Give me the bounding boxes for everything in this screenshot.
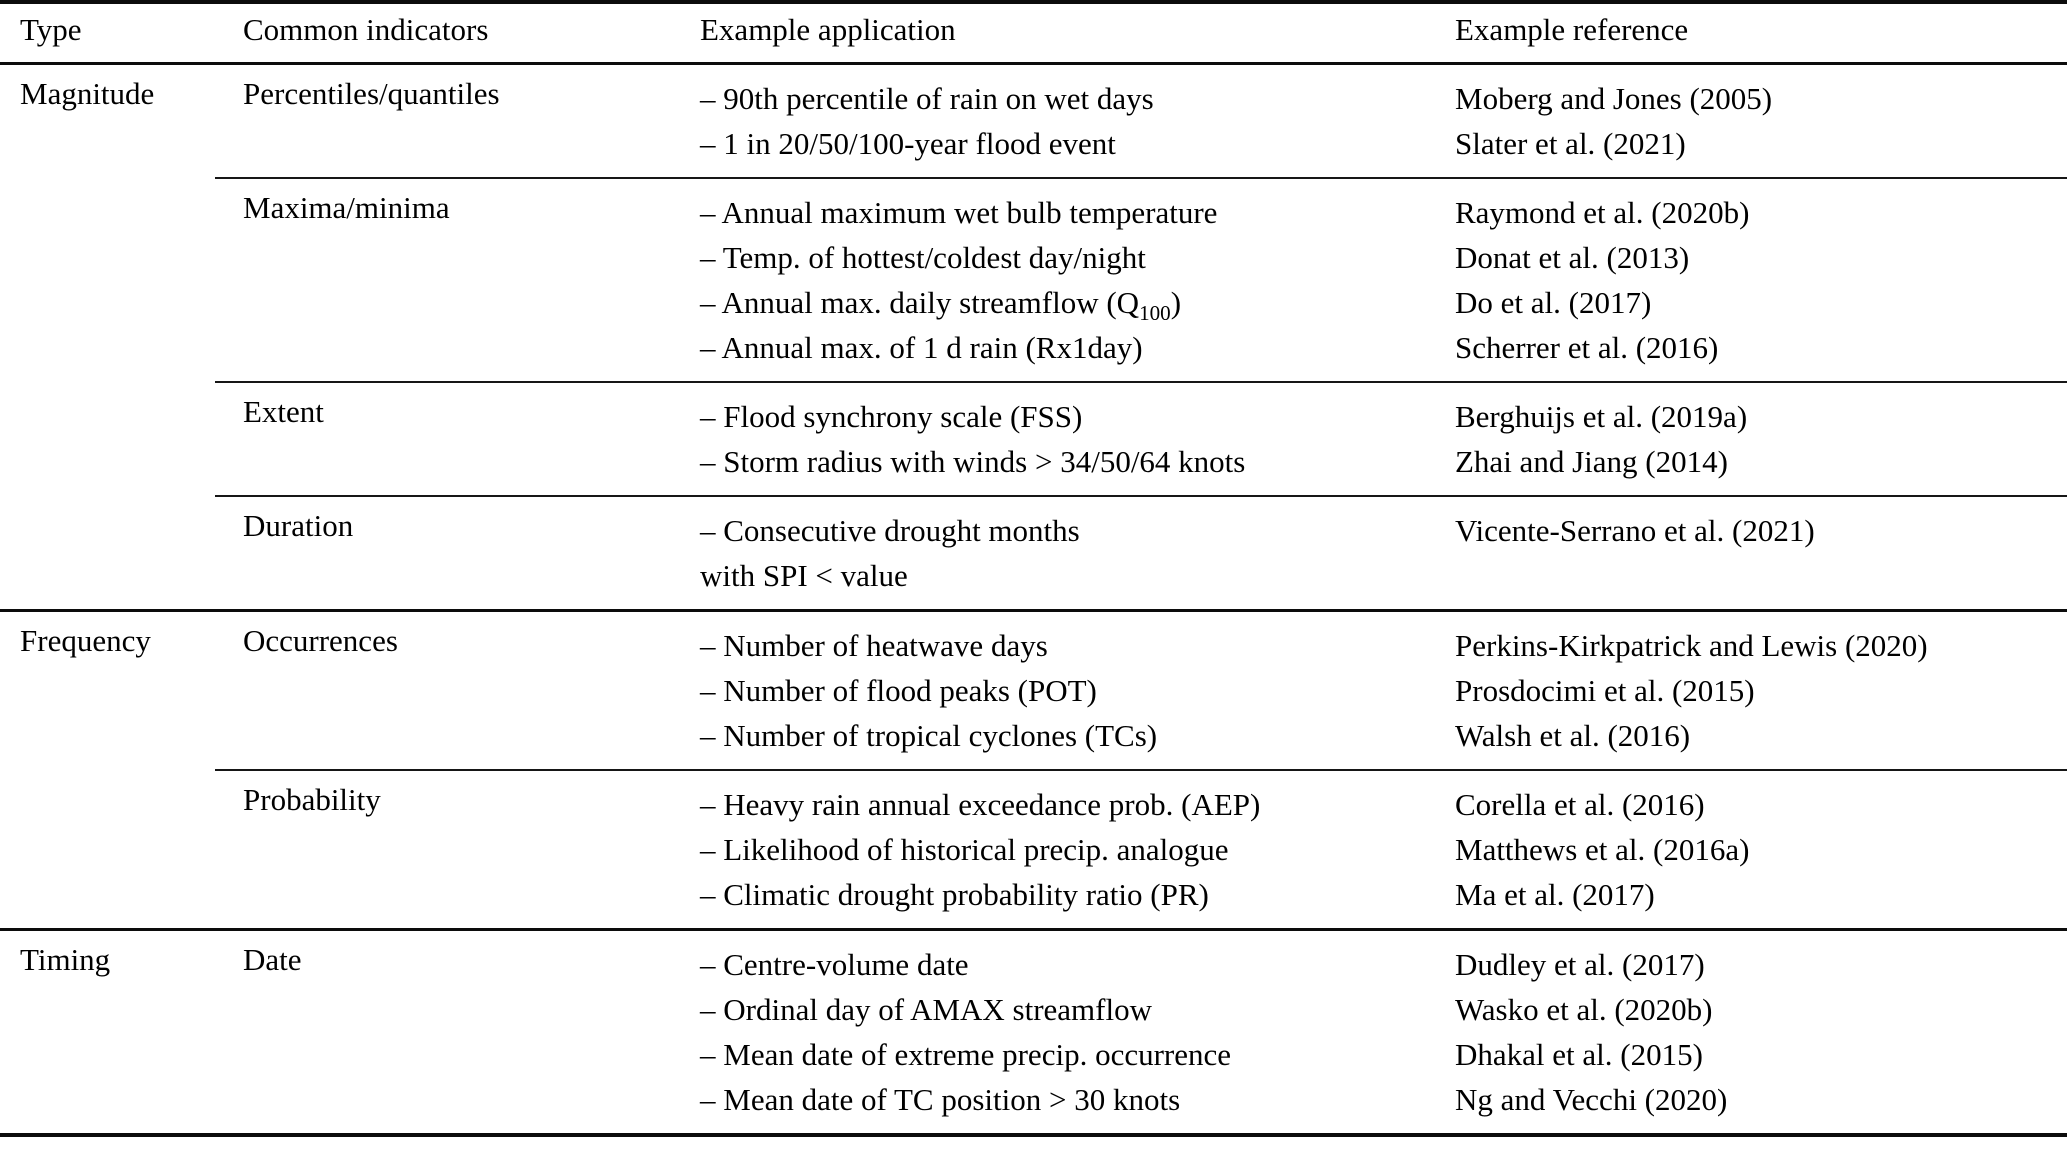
references-cell: Raymond et al. (2020b) Donat et al. (201…	[1455, 177, 2067, 382]
type-cell: Frequency	[0, 609, 215, 770]
indicator-cell: Percentiles/quantiles	[243, 76, 500, 111]
references-cell: Vicente-Serrano et al. (2021)	[1455, 495, 2067, 611]
reference-line: Ng and Vecchi (2020)	[1455, 1082, 1728, 1117]
references-cell: Perkins-Kirkpatrick and Lewis (2020) Pro…	[1455, 609, 2067, 770]
applications-cell: – Number of heatwave days – Number of fl…	[700, 609, 1455, 770]
reference-line: Slater et al. (2021)	[1455, 126, 1686, 161]
reference-line: Vicente-Serrano et al. (2021)	[1455, 513, 1815, 548]
table-row: Timing Date – Centre-volume date – Ordin…	[0, 928, 2067, 1135]
reference-line: Ma et al. (2017)	[1455, 877, 1655, 912]
applications-cell: – Centre-volume date – Ordinal day of AM…	[700, 928, 1455, 1135]
subscript: 100	[1139, 301, 1171, 326]
table-row: Probability – Heavy rain annual exceedan…	[0, 769, 2067, 930]
indicator-cell: Duration	[215, 495, 700, 611]
indicator-cell: Probability	[215, 769, 700, 930]
indicator-cell: Maxima/minima	[215, 177, 700, 382]
reference-line: Berghuijs et al. (2019a)	[1455, 399, 1748, 434]
type-cell	[0, 770, 215, 930]
indicator-cell: Extent	[215, 381, 700, 496]
column-header-type: Type	[0, 2, 215, 65]
application-line: – Flood synchrony scale (FSS)	[700, 399, 1083, 434]
application-line: – 90th percentile of rain on wet days	[700, 81, 1154, 116]
references-cell: Berghuijs et al. (2019a) Zhai and Jiang …	[1455, 381, 2067, 496]
application-line: – Centre-volume date	[700, 947, 969, 982]
table-row: Duration – Consecutive drought months wi…	[0, 495, 2067, 611]
column-header-common-indicators: Common indicators	[215, 2, 700, 65]
reference-line: Scherrer et al. (2016)	[1455, 330, 1719, 365]
application-line: – Mean date of extreme precip. occurrenc…	[700, 1037, 1232, 1072]
application-line: – Number of flood peaks (POT)	[700, 673, 1097, 708]
application-line: – Climatic drought probability ratio (PR…	[700, 877, 1209, 912]
column-header-example-reference: Example reference	[1455, 2, 2067, 65]
reference-line: Prosdocimi et al. (2015)	[1455, 673, 1755, 708]
application-line: – Annual max. daily streamflow (Q100)	[700, 280, 1455, 325]
reference-line: Donat et al. (2013)	[1455, 240, 1690, 275]
table-header: Type Common indicators Example applicati…	[0, 2, 2067, 65]
application-text: )	[1170, 285, 1182, 320]
reference-line: Zhai and Jiang (2014)	[1455, 444, 1728, 479]
reference-line: Dudley et al. (2017)	[1455, 947, 1705, 982]
applications-cell: – Heavy rain annual exceedance prob. (AE…	[700, 769, 1455, 930]
application-line: with SPI < value	[700, 558, 908, 593]
references-cell: Corella et al. (2016) Matthews et al. (2…	[1455, 769, 2067, 930]
application-line: – Number of tropical cyclones (TCs)	[700, 718, 1158, 753]
reference-line: Raymond et al. (2020b)	[1455, 195, 1750, 230]
table-row: Extent – Flood synchrony scale (FSS) – S…	[0, 381, 2067, 496]
references-cell: Dudley et al. (2017) Wasko et al. (2020b…	[1455, 928, 2067, 1135]
reference-line: Corella et al. (2016)	[1455, 787, 1705, 822]
applications-cell: – 90th percentile of rain on wet days – …	[700, 64, 1455, 179]
type-cell: Magnitude	[20, 76, 155, 111]
application-line: – Consecutive drought months	[700, 513, 1080, 548]
table-row: Maxima/minima – Annual maximum wet bulb …	[0, 177, 2067, 382]
application-line: – Ordinal day of AMAX streamflow	[700, 992, 1152, 1027]
reference-line: Perkins-Kirkpatrick and Lewis (2020)	[1455, 628, 1928, 663]
type-cell: Timing	[0, 928, 215, 1135]
indicator-cell: Occurrences	[215, 609, 700, 770]
indicator-cell: Date	[215, 928, 700, 1135]
header-row: Type Common indicators Example applicati…	[0, 2, 2067, 65]
type-cell	[0, 382, 215, 496]
column-header-example-application: Example application	[700, 2, 1455, 65]
application-line: – Heavy rain annual exceedance prob. (AE…	[700, 787, 1261, 822]
table-row: Frequency Occurrences – Number of heatwa…	[0, 609, 2067, 770]
group-timing: Timing Date – Centre-volume date – Ordin…	[0, 928, 2067, 1135]
application-line: – Number of heatwave days	[700, 628, 1048, 663]
reference-line: Moberg and Jones (2005)	[1455, 81, 1773, 116]
type-cell	[0, 496, 215, 611]
applications-cell: – Annual maximum wet bulb temperature – …	[700, 177, 1455, 382]
group-magnitude: Magnitude Percentiles/quantiles – 90th p…	[0, 64, 2067, 611]
reference-line: Dhakal et al. (2015)	[1455, 1037, 1703, 1072]
application-line: – Temp. of hottest/coldest day/night	[700, 240, 1146, 275]
reference-line: Walsh et al. (2016)	[1455, 718, 1691, 753]
application-text: – Annual max. daily streamflow (Q	[700, 285, 1140, 320]
reference-line: Matthews et al. (2016a)	[1455, 832, 1750, 867]
application-line: – Likelihood of historical precip. analo…	[700, 832, 1229, 867]
group-frequency: Frequency Occurrences – Number of heatwa…	[0, 609, 2067, 930]
application-line: – Annual max. of 1 d rain (Rx1day)	[700, 330, 1143, 365]
table-row: Magnitude Percentiles/quantiles – 90th p…	[0, 64, 2067, 179]
application-line: – Storm radius with winds > 34/50/64 kno…	[700, 444, 1246, 479]
references-cell: Moberg and Jones (2005) Slater et al. (2…	[1455, 64, 2067, 179]
application-line: – 1 in 20/50/100-year flood event	[700, 126, 1116, 161]
reference-line: Wasko et al. (2020b)	[1455, 992, 1713, 1027]
application-line: – Annual maximum wet bulb temperature	[700, 195, 1218, 230]
applications-cell: – Consecutive drought months with SPI < …	[700, 495, 1455, 611]
reference-line: Do et al. (2017)	[1455, 285, 1652, 320]
applications-cell: – Flood synchrony scale (FSS) – Storm ra…	[700, 381, 1455, 496]
application-line: – Mean date of TC position > 30 knots	[700, 1082, 1181, 1117]
type-cell	[0, 178, 215, 382]
